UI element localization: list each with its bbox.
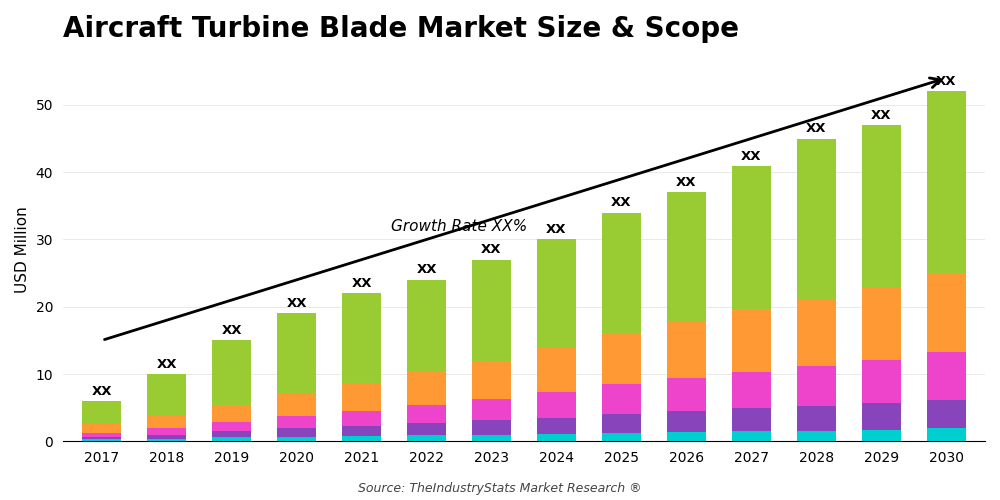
- Text: XX: XX: [936, 75, 956, 88]
- Bar: [602, 334, 641, 384]
- Bar: [797, 406, 836, 430]
- Bar: [472, 434, 511, 442]
- Bar: [927, 352, 966, 400]
- Bar: [147, 438, 186, 442]
- Bar: [212, 406, 251, 422]
- Bar: [147, 428, 186, 434]
- Bar: [537, 434, 576, 442]
- Text: XX: XX: [871, 108, 891, 122]
- Text: XX: XX: [741, 150, 761, 163]
- Text: XX: XX: [416, 264, 437, 276]
- Bar: [732, 166, 771, 310]
- Bar: [927, 400, 966, 428]
- Bar: [147, 374, 186, 416]
- Bar: [602, 432, 641, 442]
- Text: XX: XX: [546, 223, 567, 236]
- Bar: [342, 384, 381, 411]
- Text: XX: XX: [286, 297, 307, 310]
- Text: XX: XX: [351, 277, 372, 290]
- Bar: [732, 408, 771, 431]
- Text: XX: XX: [611, 196, 632, 209]
- Y-axis label: USD Million: USD Million: [15, 206, 30, 293]
- Bar: [147, 434, 186, 438]
- Bar: [277, 436, 316, 442]
- Text: XX: XX: [92, 384, 112, 398]
- Bar: [212, 422, 251, 431]
- Bar: [797, 298, 836, 366]
- Bar: [407, 405, 446, 423]
- Bar: [862, 430, 901, 442]
- Bar: [82, 440, 121, 442]
- Bar: [862, 403, 901, 430]
- Bar: [602, 414, 641, 432]
- Text: XX: XX: [676, 176, 697, 189]
- Bar: [342, 426, 381, 436]
- Bar: [472, 360, 511, 399]
- Bar: [82, 436, 121, 440]
- Bar: [797, 366, 836, 406]
- Bar: [732, 431, 771, 442]
- Bar: [732, 310, 771, 372]
- Bar: [862, 287, 901, 360]
- Bar: [82, 424, 121, 432]
- Text: Aircraft Turbine Blade Market Size & Scope: Aircraft Turbine Blade Market Size & Sco…: [63, 15, 739, 43]
- Bar: [667, 411, 706, 432]
- Text: XX: XX: [221, 324, 242, 337]
- Bar: [927, 428, 966, 442]
- Bar: [212, 437, 251, 442]
- Bar: [602, 384, 641, 414]
- Bar: [537, 348, 576, 392]
- Bar: [797, 430, 836, 442]
- Bar: [472, 260, 511, 360]
- Bar: [732, 372, 771, 408]
- Bar: [212, 431, 251, 437]
- Bar: [407, 435, 446, 442]
- Bar: [212, 340, 251, 406]
- Bar: [277, 314, 316, 394]
- Text: XX: XX: [481, 244, 502, 256]
- Bar: [277, 394, 316, 416]
- Bar: [342, 411, 381, 426]
- Text: Source: TheIndustryStats Market Research ®: Source: TheIndustryStats Market Research…: [358, 482, 642, 495]
- Bar: [797, 138, 836, 298]
- Bar: [342, 294, 381, 384]
- Bar: [927, 92, 966, 273]
- Bar: [472, 399, 511, 420]
- Bar: [342, 436, 381, 442]
- Bar: [667, 432, 706, 442]
- Bar: [82, 432, 121, 436]
- Bar: [147, 416, 186, 428]
- Bar: [277, 428, 316, 436]
- Text: Growth Rate XX%: Growth Rate XX%: [391, 218, 527, 234]
- Bar: [277, 416, 316, 428]
- Bar: [537, 240, 576, 348]
- Bar: [927, 273, 966, 352]
- Bar: [862, 360, 901, 403]
- Bar: [667, 378, 706, 411]
- Bar: [407, 280, 446, 372]
- Bar: [667, 322, 706, 378]
- Bar: [862, 125, 901, 287]
- Bar: [407, 423, 446, 435]
- Bar: [407, 372, 446, 405]
- Bar: [472, 420, 511, 434]
- Text: XX: XX: [157, 358, 177, 370]
- Text: XX: XX: [806, 122, 826, 135]
- Bar: [667, 192, 706, 322]
- Bar: [537, 392, 576, 417]
- Bar: [82, 401, 121, 424]
- Bar: [602, 212, 641, 334]
- Bar: [537, 418, 576, 434]
